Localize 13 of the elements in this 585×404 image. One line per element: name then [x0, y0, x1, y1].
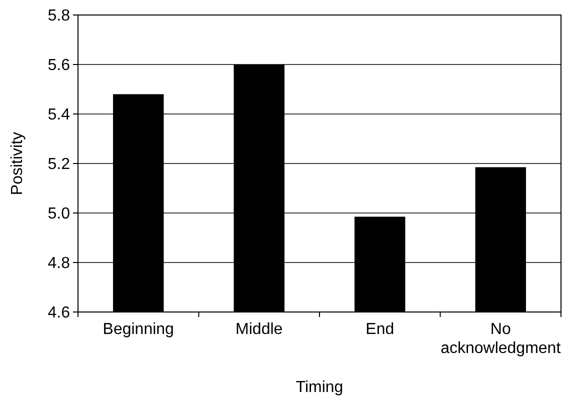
- y-tick-label: 5.2: [48, 156, 70, 174]
- x-tick-label: Beginning: [102, 321, 174, 338]
- y-axis-title: Positivity: [9, 132, 26, 196]
- x-axis-title: Timing: [296, 379, 344, 396]
- y-tick-label: 5.0: [48, 206, 70, 223]
- x-tick-label: No acknowledgment: [440, 321, 562, 357]
- y-tick-label: 5.6: [48, 57, 70, 74]
- y-tick-label: 4.6: [48, 304, 70, 322]
- x-tick-label: Middle: [236, 321, 283, 338]
- y-tick-label: 5.8: [48, 8, 70, 25]
- y-tick-label: 4.8: [48, 255, 70, 272]
- y-tick-label: 5.4: [48, 106, 70, 124]
- x-tick-label: End: [366, 321, 394, 338]
